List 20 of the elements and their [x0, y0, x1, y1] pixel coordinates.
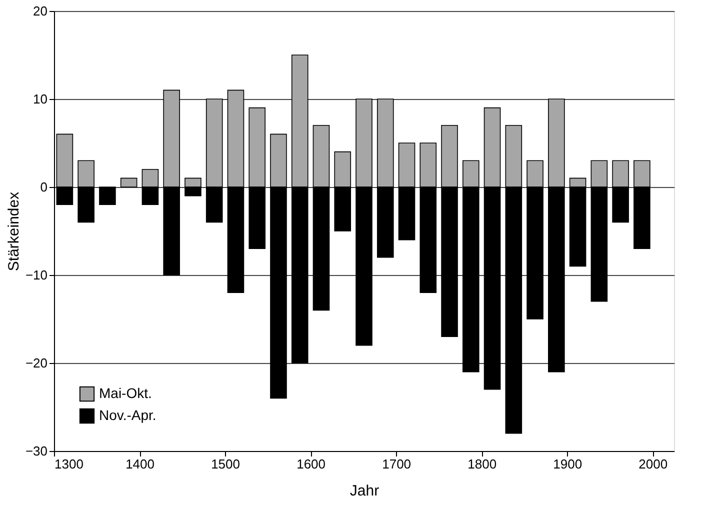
legend-label: Mai-Okt. — [99, 385, 152, 401]
bar — [99, 186, 116, 205]
y-tick-label: −20 — [25, 356, 48, 370]
y-axis-title: Stärkeindex — [5, 191, 22, 272]
y-tick-label: −30 — [25, 444, 48, 458]
x-tick-label: 1400 — [126, 456, 154, 472]
bar — [120, 178, 138, 188]
x-tick-label: 1700 — [382, 456, 412, 472]
x-tick-label: 1500 — [211, 456, 240, 472]
y-tick-label: −10 — [25, 268, 48, 282]
x-tick-label: 1900 — [553, 456, 582, 472]
y-tick-label: 0 — [40, 180, 48, 194]
legend-label: Nov.-Apr. — [99, 407, 156, 423]
x-tick-label: 1800 — [468, 456, 497, 472]
x-tick-label: 2000 — [638, 456, 668, 472]
x-axis-title: Jahr — [350, 482, 380, 500]
x-tick-label: 1300 — [54, 456, 84, 472]
x-tick-label: 1600 — [296, 456, 326, 472]
y-tick-label: 20 — [33, 4, 48, 18]
y-tick-label: 10 — [33, 92, 48, 106]
